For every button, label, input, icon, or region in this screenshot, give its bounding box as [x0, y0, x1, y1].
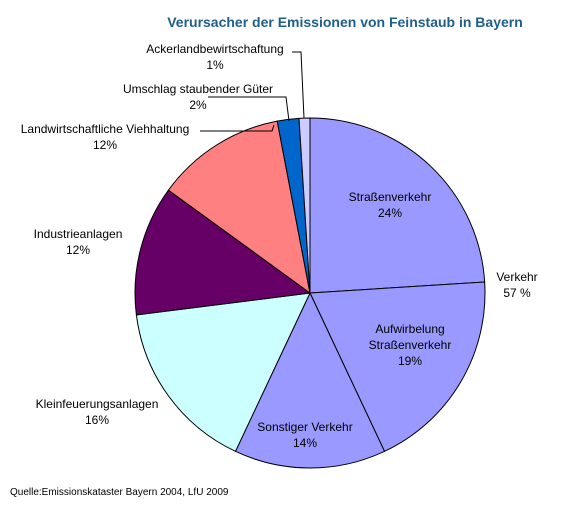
value-label: 1% — [206, 58, 224, 72]
pie-slice — [309, 117, 486, 294]
slices — [134, 117, 486, 469]
slice-label: Kleinfeuerungsanlagen 16% — [36, 396, 159, 428]
annotation: Verkehr — [496, 270, 538, 284]
category-label: Aufwirbelung Straßenverkehr — [368, 322, 452, 352]
annotation: 57 % — [503, 286, 531, 300]
category-label: Kleinfeuerungsanlagen — [35, 397, 159, 411]
slice-label: Industrieanlagen 12% — [34, 226, 123, 258]
pie-slice — [135, 292, 311, 453]
category-label: Ackerlandbewirtschaftung — [146, 42, 284, 56]
value-label: 16% — [84, 413, 110, 427]
category-label: Sonstiger Verkehr — [257, 420, 353, 434]
pie-slice — [167, 120, 311, 295]
slice-label: Sonstiger Verkehr 14% — [257, 419, 352, 451]
pie-slice — [234, 291, 386, 469]
leader-line — [208, 96, 290, 122]
value-label: 24% — [377, 206, 403, 220]
leader-lines — [200, 51, 305, 132]
category-label: Umschlag staubender Güter — [122, 82, 274, 96]
pie-slice — [309, 281, 486, 453]
leader-line — [292, 51, 305, 119]
value-label: 14% — [292, 436, 318, 450]
group-label: Verkehr 57 % — [496, 269, 537, 301]
leader-line — [200, 124, 275, 132]
value-label: 2% — [189, 98, 207, 112]
value-label: 12% — [92, 138, 118, 152]
slice-label: Landwirtschaftliche Viehhaltung 12% — [21, 121, 190, 153]
slice-label: Straßenverkehr 24% — [349, 189, 432, 221]
chart-title: Verursacher der Emissionen von Feinstaub… — [167, 14, 523, 30]
value-label: 19% — [397, 354, 423, 368]
slice-label: Umschlag staubender Güter 2% — [123, 81, 273, 113]
category-label: Straßenverkehr — [348, 190, 432, 204]
slice-label: Ackerlandbewirtschaftung 1% — [146, 41, 283, 73]
category-label: Industrieanlagen — [33, 227, 123, 241]
pie-slice — [134, 189, 312, 316]
value-label: 12% — [65, 243, 91, 257]
pie-slice — [298, 117, 311, 294]
slice-label: Aufwirbelung Straßenverkehr 19% — [360, 321, 460, 369]
source-note: Quelle:Emissionskataster Bayern 2004, Lf… — [10, 487, 229, 498]
category-label: Landwirtschaftliche Viehhaltung — [20, 122, 190, 136]
